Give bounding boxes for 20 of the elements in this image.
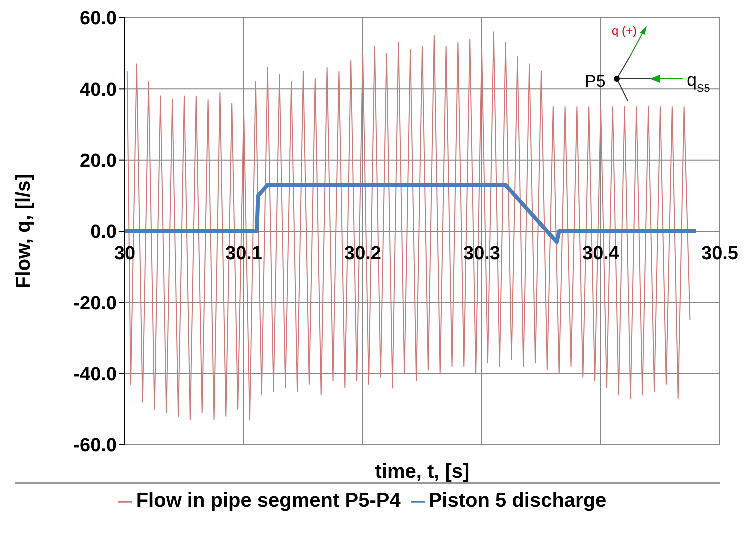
x-tick-label: 30.2: [344, 244, 382, 264]
y-tick-label: 0.0: [90, 222, 117, 244]
legend-label: Flow in pipe segment P5-P4: [136, 490, 401, 512]
annotation: q (+): [612, 24, 638, 38]
x-axis-title: time, t, [s]: [375, 461, 470, 483]
legend-label: Piston 5 discharge: [428, 490, 607, 512]
x-tick-label: 30.4: [582, 244, 620, 264]
line-series: [125, 183, 698, 244]
y-tick-label: 40.0: [80, 80, 117, 101]
annotation: q$_{S5}$: [687, 70, 710, 95]
y-axis-title: Flow, q, [l/s]: [13, 174, 36, 289]
x-tick-label: 30.5: [702, 244, 739, 264]
x-tick-label: 30.1: [226, 244, 263, 264]
y-tick-label: 60.0: [80, 8, 117, 30]
x-tick-label: 30.3: [464, 244, 500, 264]
y-tick-label: -40.0: [74, 364, 117, 386]
y-tick-label: 20.0: [80, 151, 117, 172]
annotation: P5: [585, 72, 606, 91]
y-tick-label: -20.0: [74, 293, 117, 314]
y-tick-label: -60.0: [74, 436, 117, 457]
